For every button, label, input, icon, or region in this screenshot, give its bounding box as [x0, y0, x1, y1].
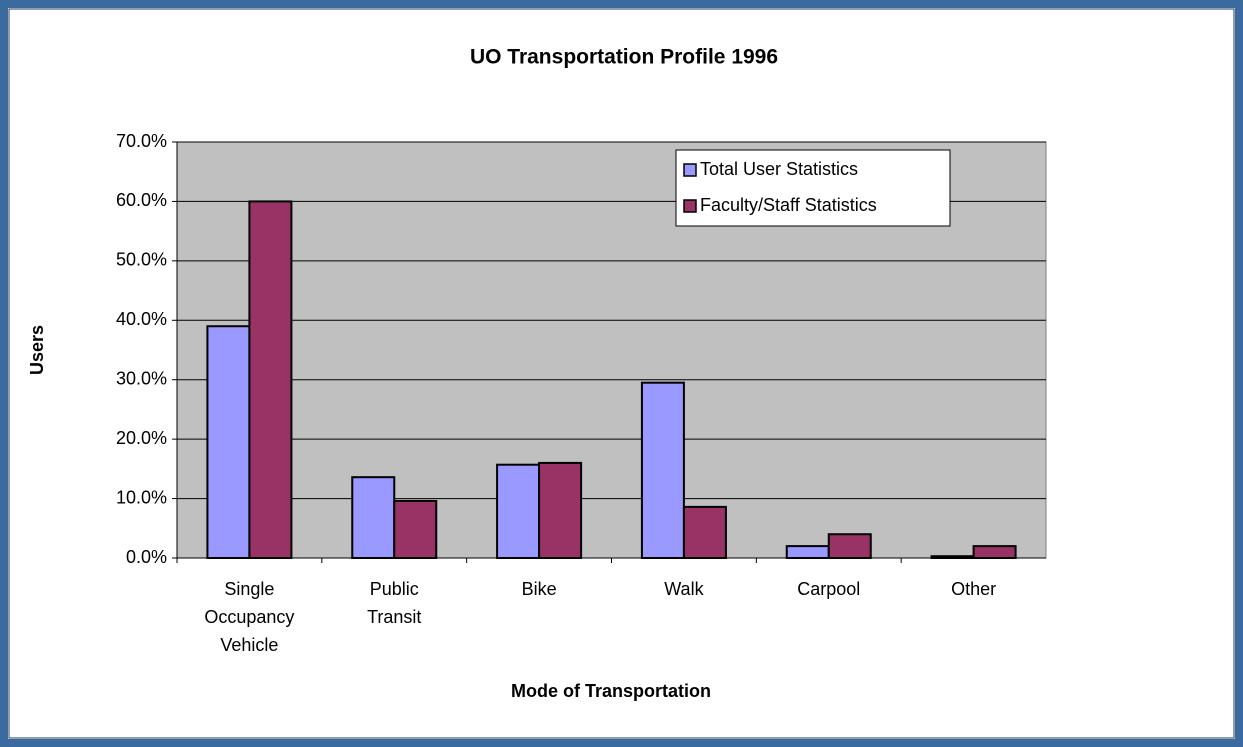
bar [496, 463, 541, 559]
chart-title: UO Transportation Profile 1996 [470, 46, 778, 69]
bar [538, 461, 583, 559]
x-tick-label: Public Transit [367, 579, 421, 627]
frame-inner [8, 8, 1235, 739]
bar [393, 499, 438, 560]
x-axis-title: Mode of Transportation [511, 681, 711, 701]
legend-box [675, 149, 951, 227]
bar [206, 325, 251, 559]
y-tick-label: 0.0% [126, 547, 167, 567]
bar [682, 505, 727, 559]
y-axis-title: Users [27, 325, 47, 375]
legend-swatch [683, 163, 697, 177]
x-tick-label: Bike [522, 579, 557, 599]
y-tick-label: 70.0% [116, 131, 167, 151]
bar [785, 545, 830, 559]
bar [351, 476, 396, 560]
y-tick-label: 50.0% [116, 250, 167, 270]
x-tick-label: Carpool [797, 579, 860, 599]
legend-label: Total User Statistics [700, 159, 858, 179]
x-tick-label: Single Occupancy Vehicle [204, 579, 294, 655]
bar [640, 381, 685, 559]
x-tick-label: Walk [664, 579, 704, 599]
bar [972, 545, 1017, 559]
legend-label: Faculty/Staff Statistics [700, 195, 877, 215]
y-tick-label: 10.0% [116, 487, 167, 507]
legend-swatch [683, 199, 697, 213]
y-tick-label: 40.0% [116, 309, 167, 329]
x-tick-label: Other [951, 579, 996, 599]
y-tick-label: 60.0% [116, 190, 167, 210]
y-tick-label: 30.0% [116, 368, 167, 388]
bar [248, 200, 293, 560]
y-tick-label: 20.0% [116, 428, 167, 448]
bar [827, 533, 872, 560]
